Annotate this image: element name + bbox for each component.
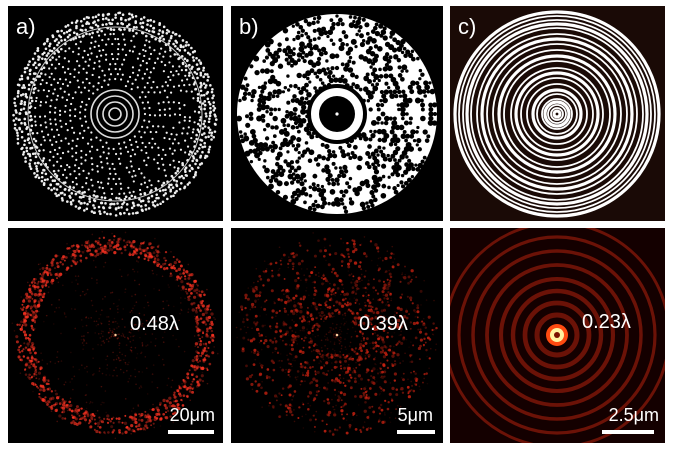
focal-spot-c	[450, 228, 665, 443]
resolution-label-c: 0.23λ	[582, 311, 631, 333]
panel-c-mask: c)	[450, 6, 665, 221]
panel-c-focus: 0.23λ 2.5μm	[450, 228, 665, 443]
scale-label-a: 20μm	[169, 405, 215, 425]
panel-a-focus: 0.48λ 20μm	[8, 228, 223, 443]
mask-b-pattern	[236, 14, 438, 214]
focal-spot-b	[231, 228, 443, 443]
panel-b-mask: b)	[231, 6, 443, 221]
resolution-label-a: 0.48λ	[130, 313, 179, 335]
panel-label-c: c)	[458, 14, 477, 39]
scale-label-b: 5μm	[397, 405, 433, 425]
scale-bar-c	[602, 430, 654, 434]
panel-a-mask: a)	[8, 6, 223, 221]
panel-label-b: b)	[239, 14, 259, 39]
scale-bar-a	[168, 430, 214, 434]
panel-b-focus: 0.39λ 5μm	[231, 228, 443, 443]
focal-spot-a	[8, 228, 223, 443]
panel-label-a: a)	[16, 14, 36, 39]
mask-a-pattern	[12, 11, 218, 217]
resolution-label-b: 0.39λ	[359, 313, 408, 335]
mask-c-pattern	[450, 6, 665, 221]
scale-label-c: 2.5μm	[608, 405, 659, 425]
scale-bar-b	[397, 430, 435, 434]
